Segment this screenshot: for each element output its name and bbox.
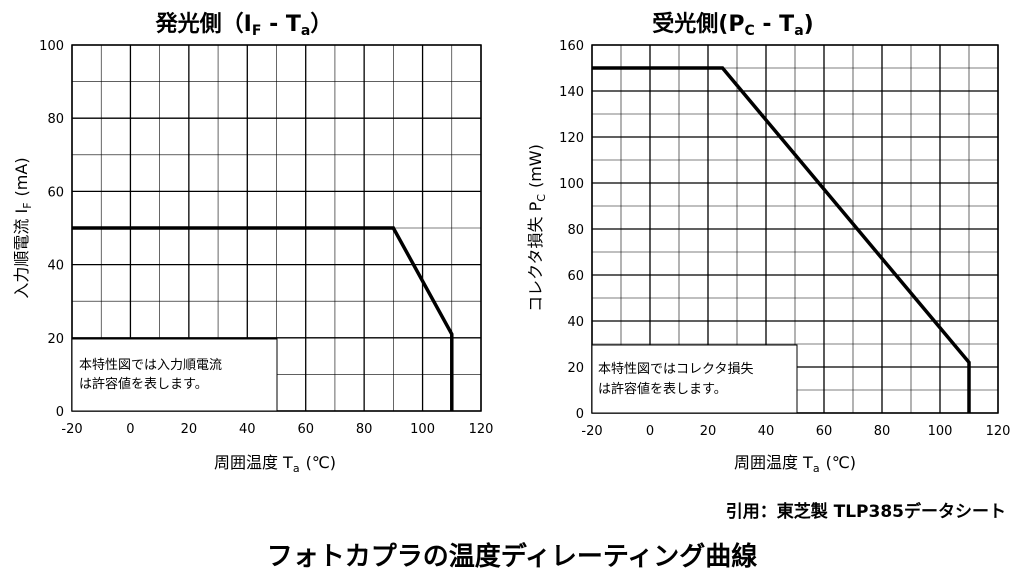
y-tick-labels-led: 0 20 40 60 80 100	[39, 39, 64, 420]
x-tick-label: 40	[758, 424, 775, 439]
x-tick-label: 0	[646, 424, 654, 439]
y-tick-label: 60	[47, 185, 64, 200]
y-tick-label: 160	[559, 39, 584, 54]
x-tick-label: 80	[874, 424, 891, 439]
y-tick-label: 20	[47, 332, 64, 347]
note-line-1-led: 本特性図では入力順電流	[79, 358, 222, 373]
x-tick-label: 60	[816, 424, 833, 439]
x-tick-label: 20	[700, 424, 717, 439]
y-tick-labels-transistor: 0 20 40 60 80 100 120 140 160	[559, 39, 584, 422]
y-tick-label: 40	[47, 259, 64, 274]
note-line-2-transistor: は許容値を表します。	[598, 381, 727, 397]
y-axis-label-transistor: コレクタ損失 PC(mW)	[526, 144, 548, 312]
note-line-2-led: は許容値を表します。	[79, 376, 208, 392]
x-tick-labels-transistor: -20 0 20 40 60 80 100 120	[581, 424, 1010, 439]
series-led	[71, 226, 454, 412]
x-tick-label: 100	[410, 422, 435, 437]
derating-line	[72, 226, 454, 411]
y-tick-label: 0	[576, 407, 584, 422]
derating-line	[592, 66, 971, 413]
note-line-1-transistor: 本特性図ではコレクタ損失	[598, 362, 753, 377]
chart-title-led: 発光側（IF - Ta）	[155, 12, 333, 39]
led-derating-chart: 発光側（IF - Ta） 0 20 40 60 80 100 -20 0 20 40 60 80 10…	[12, 12, 493, 475]
x-tick-labels-led: -20 0 20 40 60 80 100 120	[61, 422, 493, 437]
y-tick-label: 140	[559, 85, 584, 100]
x-tick-label: 120	[986, 424, 1011, 439]
chart-title-transistor: 受光側(PC - Ta)	[652, 11, 813, 39]
y-tick-label: 20	[567, 361, 584, 376]
y-tick-label: 40	[567, 315, 584, 330]
note-box-led	[71, 338, 278, 412]
x-tick-label: 80	[356, 422, 373, 437]
note-box-transistor	[591, 344, 798, 414]
x-tick-label: 0	[126, 422, 134, 437]
y-tick-label: 80	[47, 112, 64, 127]
y-tick-label: 60	[567, 269, 584, 284]
x-tick-label: -20	[581, 424, 602, 439]
x-tick-label: 60	[297, 422, 314, 437]
y-tick-label: 100	[39, 39, 64, 54]
x-axis-label-led: 周囲温度 Ta (℃)	[214, 453, 336, 475]
transistor-derating-chart: 受光側(PC - Ta) 0 20 40 60 80 100 120 140 160 -20 0 2…	[526, 11, 1010, 475]
series-transistor	[591, 66, 971, 414]
y-tick-label: 80	[567, 223, 584, 238]
citation-text: 引用：東芝製 TLP385データシート	[725, 502, 1006, 522]
x-tick-label: -20	[61, 422, 82, 437]
y-tick-label: 100	[559, 177, 584, 192]
x-tick-label: 100	[928, 424, 953, 439]
x-axis-label-transistor: 周囲温度 Ta (℃)	[734, 453, 856, 475]
x-tick-label: 40	[239, 422, 256, 437]
y-tick-label: 120	[559, 131, 584, 146]
figure-caption: フォトカプラの温度ディレーティング曲線	[266, 542, 758, 572]
x-tick-label: 120	[469, 422, 494, 437]
y-tick-label: 0	[56, 405, 64, 420]
y-axis-label-led: 入力順電流 IF(mA)	[12, 157, 34, 298]
x-tick-label: 20	[181, 422, 198, 437]
